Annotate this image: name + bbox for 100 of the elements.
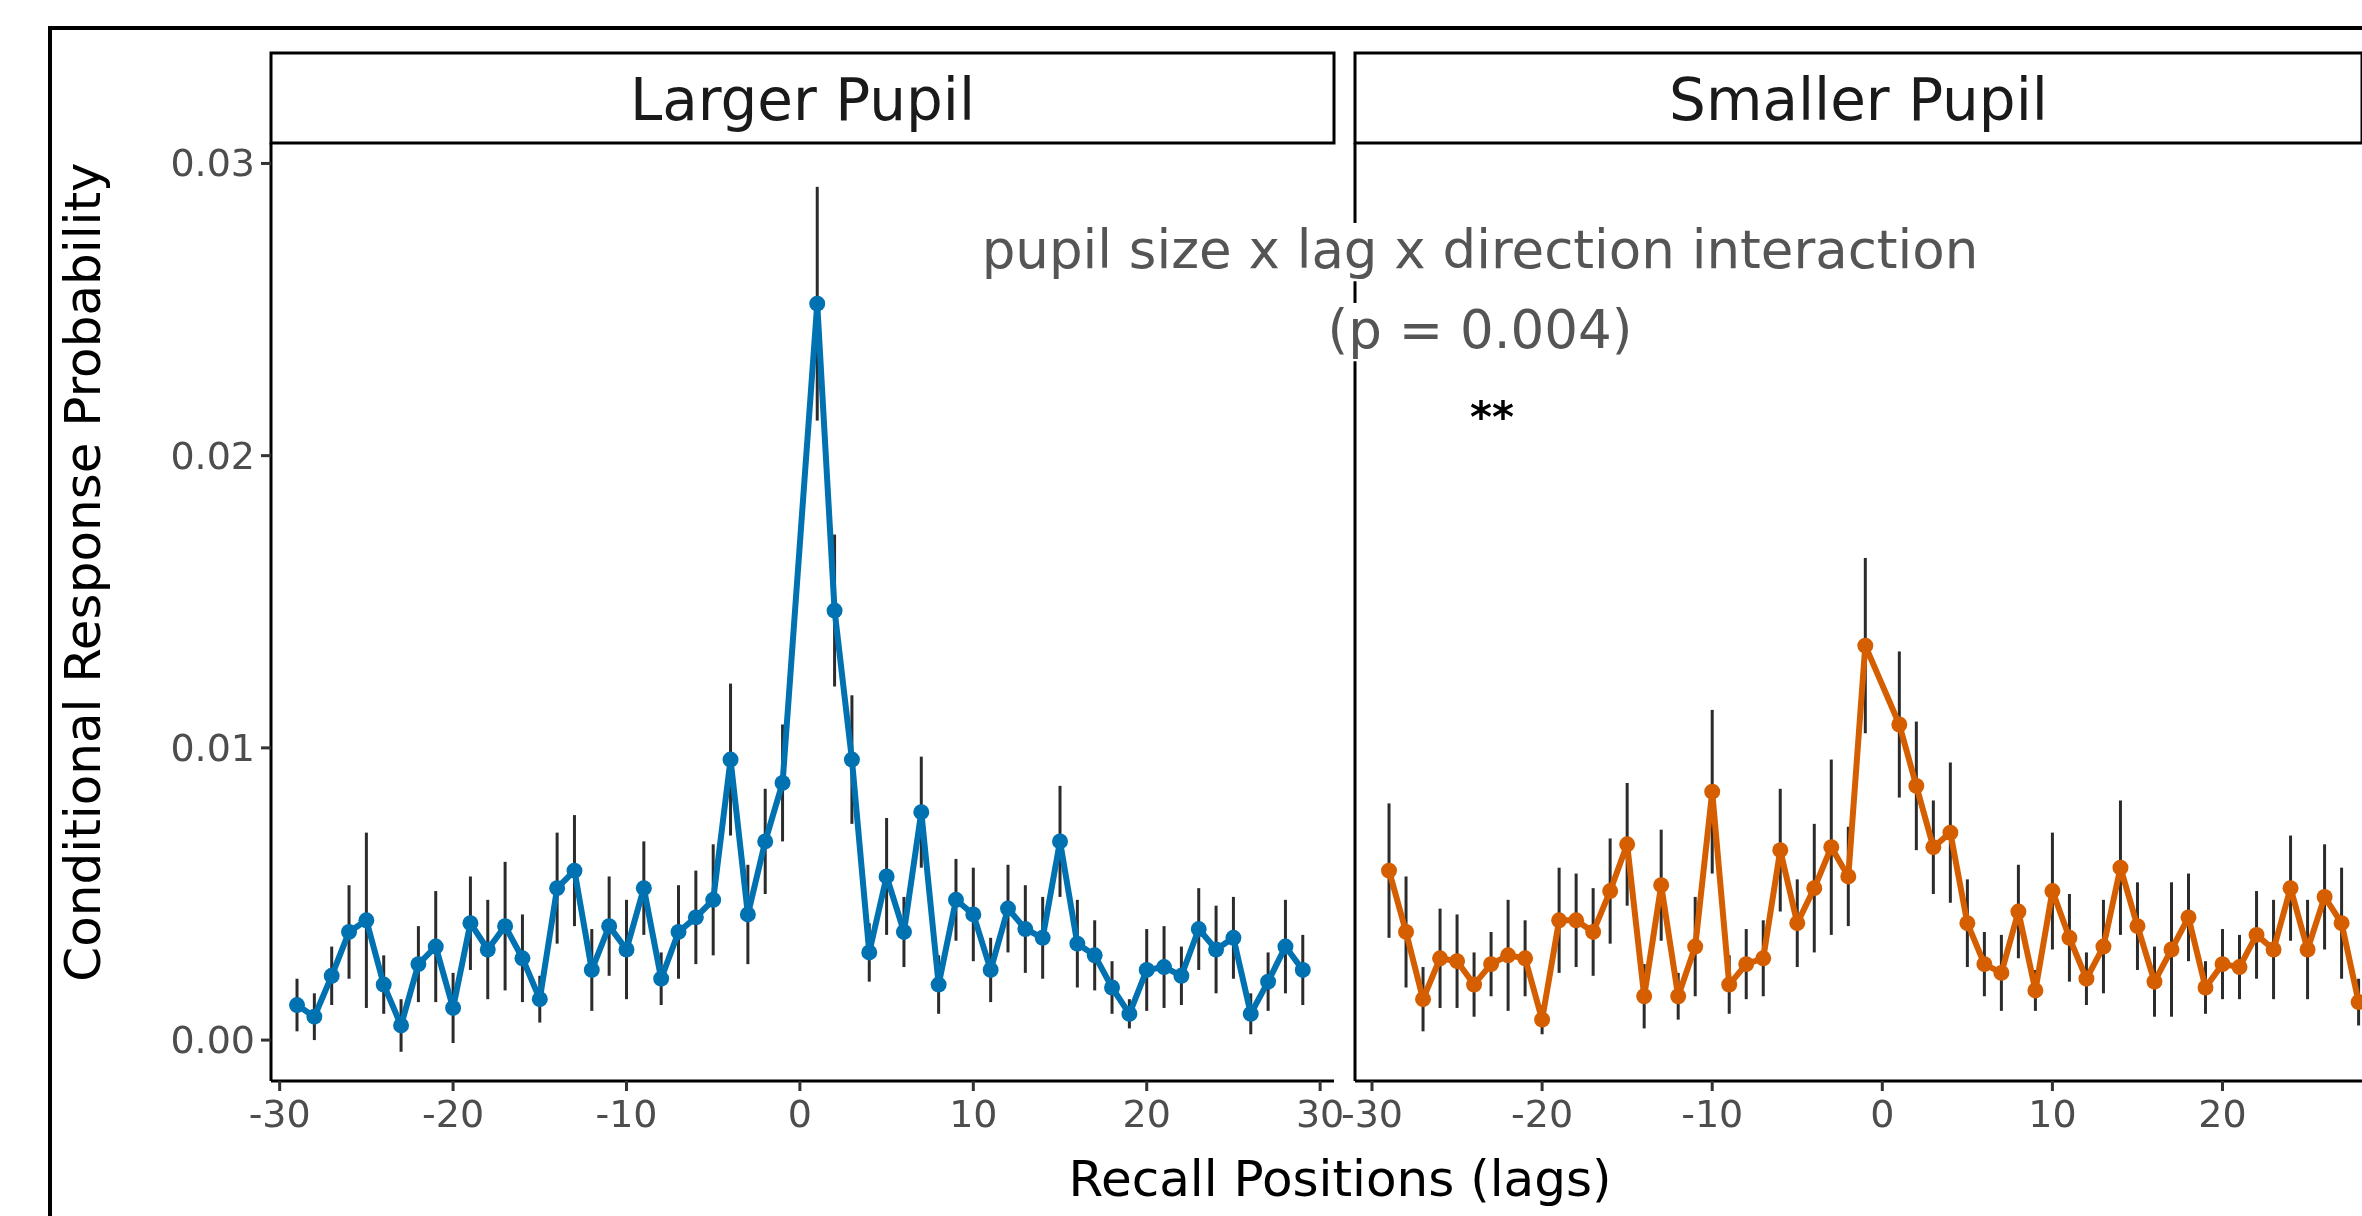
point xyxy=(1294,962,1311,978)
point xyxy=(1483,956,1500,973)
point xyxy=(1121,1005,1138,1022)
point xyxy=(566,862,583,879)
point xyxy=(323,967,340,984)
point xyxy=(1755,950,1772,967)
point xyxy=(1619,836,1636,853)
point xyxy=(1017,921,1034,938)
point xyxy=(2129,918,2146,935)
x-tick-label: -10 xyxy=(595,1092,658,1136)
point xyxy=(1704,783,1721,800)
point xyxy=(1517,950,1534,967)
point xyxy=(1738,956,1755,973)
point xyxy=(653,970,670,987)
point xyxy=(895,924,912,940)
point xyxy=(1806,880,1823,897)
point xyxy=(1687,938,1704,955)
point xyxy=(861,944,878,961)
x-tick-label: 10 xyxy=(2028,1092,2077,1136)
point xyxy=(1670,988,1687,1005)
point xyxy=(1823,839,1840,856)
point xyxy=(479,941,496,958)
point xyxy=(445,999,462,1016)
point xyxy=(1190,921,1207,938)
x-axis-title: Recall Positions (lags) xyxy=(1068,1150,1612,1208)
point xyxy=(1789,915,1806,932)
point xyxy=(1908,777,1925,794)
point xyxy=(1993,964,2010,981)
point xyxy=(2231,959,2248,975)
point xyxy=(2214,956,2231,973)
point xyxy=(306,1008,323,1025)
annotation: ** xyxy=(1470,393,1514,442)
x-tick-label: -10 xyxy=(1681,1092,1744,1136)
point xyxy=(1415,991,1432,1008)
point xyxy=(375,976,392,993)
point xyxy=(1208,941,1225,958)
point xyxy=(462,915,479,932)
point xyxy=(2078,970,2095,987)
x-tick-label: -20 xyxy=(1511,1092,1574,1136)
point xyxy=(1891,716,1908,733)
point xyxy=(1857,637,1874,654)
point xyxy=(722,751,739,768)
point xyxy=(1602,883,1619,900)
point xyxy=(1381,862,1397,879)
point xyxy=(1925,839,1942,856)
point xyxy=(1432,950,1449,967)
point xyxy=(2299,941,2316,958)
y-tick-label: 0.01 xyxy=(170,725,255,770)
point xyxy=(1500,947,1517,964)
x-tick-label: 20 xyxy=(2198,1092,2247,1136)
x-tick-label: 20 xyxy=(1122,1092,1171,1136)
point xyxy=(1653,877,1670,894)
point xyxy=(1138,962,1155,978)
point xyxy=(549,880,566,897)
point xyxy=(289,997,305,1013)
point xyxy=(1942,824,1959,841)
point xyxy=(965,906,982,923)
point xyxy=(2282,880,2299,897)
point xyxy=(739,906,756,923)
chart-title: Larger Pupil xyxy=(629,66,976,134)
point xyxy=(601,918,618,935)
point xyxy=(2010,903,2027,920)
point xyxy=(358,912,375,929)
point xyxy=(2248,926,2265,943)
point xyxy=(618,941,635,958)
point xyxy=(2333,915,2350,932)
point xyxy=(2044,883,2061,900)
point xyxy=(774,774,791,791)
annotation: pupil size x lag x direction interaction xyxy=(981,219,1979,280)
point xyxy=(427,938,444,955)
point xyxy=(2197,979,2214,996)
point xyxy=(1840,868,1857,885)
point xyxy=(947,891,964,908)
point xyxy=(1156,959,1173,975)
point xyxy=(982,962,999,978)
point xyxy=(1976,956,1993,973)
point xyxy=(2180,909,2197,926)
point xyxy=(1260,973,1277,990)
point xyxy=(1449,953,1466,970)
point xyxy=(531,991,548,1008)
x-tick-label: -30 xyxy=(248,1092,311,1136)
chart-title: Smaller Pupil xyxy=(1669,66,2048,134)
point xyxy=(393,1017,410,1034)
point xyxy=(670,924,687,940)
point xyxy=(410,956,427,973)
point xyxy=(2316,888,2333,905)
point xyxy=(2163,941,2180,958)
y-axis-title: Conditional Response Probability xyxy=(54,162,112,982)
point xyxy=(514,950,531,967)
point xyxy=(583,962,600,978)
point xyxy=(1551,912,1568,929)
annotation: (p = 0.004) xyxy=(1327,299,1633,360)
point xyxy=(1277,938,1294,955)
point xyxy=(687,909,704,926)
point xyxy=(1034,929,1051,946)
point xyxy=(913,804,930,821)
point xyxy=(1534,1011,1551,1028)
point xyxy=(809,295,826,312)
x-tick-label: 0 xyxy=(1870,1092,1895,1136)
point xyxy=(1052,833,1068,850)
